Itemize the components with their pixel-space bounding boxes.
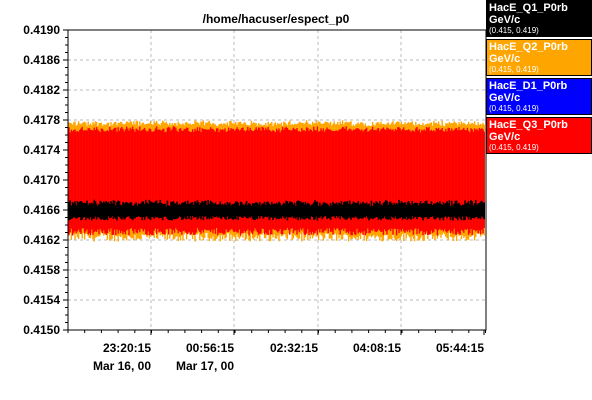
y-tick-label: 0.4174 [23, 143, 60, 157]
x-date-label: Mar 17, 00 [176, 359, 234, 373]
chart-title: /home/hacuser/espect_p0 [203, 12, 350, 26]
y-tick-label: 0.4178 [23, 113, 60, 127]
y-axis: 0.4190 0.4186 0.4182 0.4178 0.4174 0.4170 0.41… [23, 23, 68, 337]
y-tick-label: 0.4150 [23, 323, 60, 337]
y-tick-label: 0.4158 [23, 263, 60, 277]
x-tick-label: 23:20:15 [103, 341, 151, 355]
y-tick-label: 0.4162 [23, 233, 60, 247]
y-tick-label: 0.4170 [23, 173, 60, 187]
x-date-label: Mar 16, 00 [93, 359, 151, 373]
legend-unit: GeV/c [489, 14, 521, 26]
legend-item[interactable]: HacE_D1_P0rb GeV/c (0.415, 0.419) [486, 78, 592, 115]
x-tick-label: 02:32:15 [270, 341, 318, 355]
series-HacE_Q1_P0rb [68, 199, 486, 221]
legend-series-name: HacE_Q1_P0rb [489, 2, 568, 14]
legend-range: (0.415, 0.419) [489, 26, 539, 35]
legend-range: (0.415, 0.419) [489, 104, 539, 113]
legend-range: (0.415, 0.419) [489, 65, 539, 74]
x-tick-label: 04:08:15 [353, 341, 401, 355]
legend-series-name: HacE_Q2_P0rb [489, 41, 568, 53]
legend-item[interactable]: HacE_Q2_P0rb GeV/c (0.415, 0.419) [486, 39, 592, 76]
legend-unit: GeV/c [489, 131, 521, 143]
legend: HacE_Q1_P0rb GeV/c (0.415, 0.419) HacE_Q2_P… [486, 0, 592, 156]
series-layer [68, 120, 486, 242]
x-tick-label: 05:44:15 [436, 341, 484, 355]
y-tick-label: 0.4190 [23, 23, 60, 37]
x-tick-label: 00:56:15 [186, 341, 234, 355]
legend-unit: GeV/c [489, 53, 521, 65]
legend-range: (0.415, 0.419) [489, 143, 539, 152]
legend-unit: GeV/c [489, 92, 521, 104]
legend-item[interactable]: HacE_Q3_P0rb GeV/c (0.415, 0.419) [486, 117, 592, 154]
y-tick-label: 0.4154 [23, 293, 60, 307]
legend-item[interactable]: HacE_Q1_P0rb GeV/c (0.415, 0.419) [486, 0, 592, 37]
legend-series-name: HacE_Q3_P0rb [489, 119, 568, 131]
y-tick-label: 0.4186 [23, 53, 60, 67]
y-tick-label: 0.4166 [23, 203, 60, 217]
legend-series-name: HacE_D1_P0rb [489, 80, 568, 92]
y-tick-label: 0.4182 [23, 83, 60, 97]
x-axis: 23:20:15 Mar 16, 00 00:56:15 Mar 17, 00 02:3… [67, 330, 486, 373]
